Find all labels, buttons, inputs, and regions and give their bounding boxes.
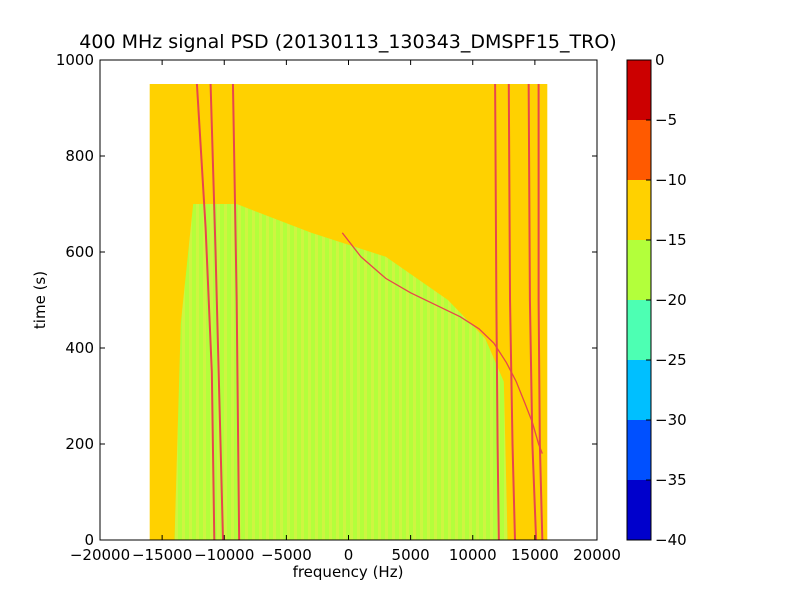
x-tick-label: 15000: [511, 546, 559, 564]
x-tick-label: −20000: [70, 546, 130, 564]
y-tick-label: 600: [65, 243, 94, 261]
colorbar-band: [627, 360, 651, 420]
x-tick-label: −10000: [194, 546, 254, 564]
colorbar: −40 −35 −30 −25 −20 −15 −10 −5 0: [626, 51, 687, 549]
colorbar-tick-label: −10: [655, 171, 687, 189]
plot-area: −20000 −15000 −10000 −5000 0 5000 10000 15000 20…: [56, 51, 621, 564]
y-tick-label: 800: [65, 147, 94, 165]
doppler-curve: [341, 232, 543, 454]
x-tick-label: 0: [344, 546, 354, 564]
colorbar-band: [627, 120, 651, 180]
y-axis-ticks: 0 200 400 600 800 1000: [56, 51, 597, 549]
colorbar-tick-label: −20: [655, 291, 687, 309]
x-tick-label: −15000: [132, 546, 192, 564]
chart-title: 400 MHz signal PSD (20130113_130343_DMSP…: [79, 31, 616, 53]
colorbar-tick-label: −15: [655, 231, 687, 249]
colorbar-band: [627, 300, 651, 360]
carrier-line-1: [195, 83, 216, 540]
y-tick-label: 0: [84, 531, 94, 549]
colorbar-tick-label: −40: [655, 531, 687, 549]
colorbar-band: [627, 240, 651, 300]
colorbar-band: [627, 60, 651, 120]
colorbar-tick-label: −35: [655, 471, 687, 489]
carrier-line-3: [231, 83, 241, 540]
colorbar-tick-label: −25: [655, 351, 687, 369]
colorbar-band: [627, 480, 651, 540]
colorbar-band: [627, 420, 651, 480]
colorbar-tick-label: −5: [655, 111, 677, 129]
y-tick-label: 400: [65, 339, 94, 357]
x-tick-label: 20000: [573, 546, 621, 564]
x-tick-label: −5000: [261, 546, 312, 564]
y-tick-label: 1000: [56, 51, 94, 69]
x-tick-label: 5000: [392, 546, 430, 564]
carrier-line-6: [527, 83, 538, 540]
carrier-line-4: [494, 83, 500, 540]
y-axis-label: time (s): [31, 271, 49, 329]
x-axis-label: frequency (Hz): [293, 563, 404, 581]
x-tick-label: 10000: [449, 546, 497, 564]
heatmap-layer: [149, 83, 548, 540]
colorbar-tick-label: 0: [655, 51, 665, 69]
x-axis-ticks: −20000 −15000 −10000 −5000 0 5000 10000 15000 20…: [70, 60, 621, 564]
carrier-line-2: [209, 83, 225, 540]
colorbar-tick-label: −30: [655, 411, 687, 429]
colorbar-band: [627, 180, 651, 240]
carrier-line-7: [537, 84, 544, 540]
heatmap-texture: [174, 204, 508, 540]
y-tick-label: 200: [65, 435, 94, 453]
